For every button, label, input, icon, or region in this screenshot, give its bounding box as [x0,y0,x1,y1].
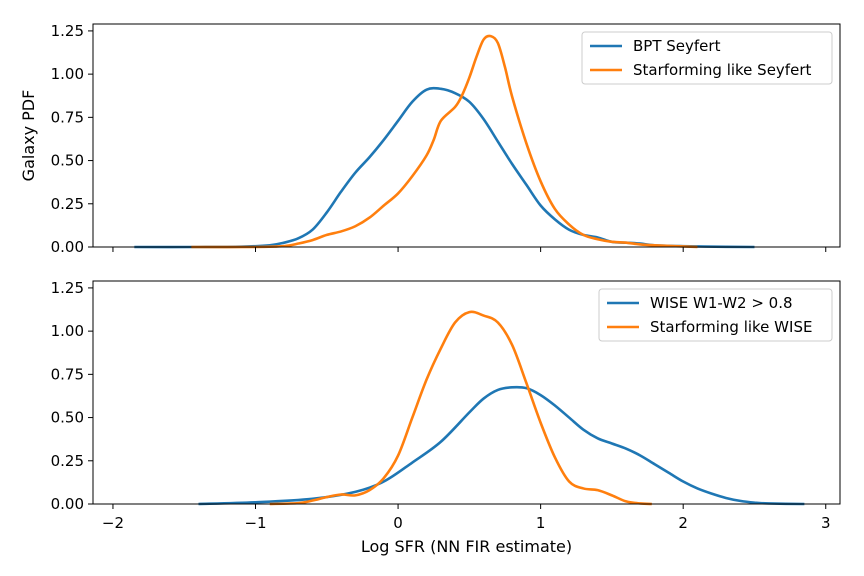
x-tick-label-2-5: 2 [678,514,688,532]
x-tick-label-2-2: −1 [244,514,266,532]
x-tick-label-2-4: 1 [536,514,546,532]
x-tick-label-2-1: −2 [102,514,124,532]
legend-box-1 [581,31,833,85]
axes-frame-2 [92,280,841,505]
y-tick-label-1-3: 0.50 [51,152,84,170]
y-tick-label-2-1: 0.00 [51,495,84,513]
x-tick-label-2-3: 0 [393,514,403,532]
legend-label-2-1: WISE W1-W2 > 0.8 [650,294,793,312]
y-tick-label-2-4: 0.75 [51,365,84,383]
x-axis-label-2: Log SFR (NN FIR estimate) [361,537,572,556]
chart-panel-1: 0.00 0.25 0.50 0.75 1.00 1.25 Galaxy PDF BPT Se… [19,22,841,256]
chart-panel-2: 0.00 0.25 0.50 0.75 1.00 1.25 −2 −1 0 1 2 3 Log SFR … [51,279,841,556]
series-line-2-1 [198,385,805,506]
y-tick-label-2-5: 1.00 [51,322,84,340]
legend-box-2 [598,288,833,342]
y-axis-label-1: Galaxy PDF [19,90,38,182]
legend-label-1-1: BPT Seyfert [633,37,721,55]
series-line-1-2 [191,34,698,249]
legend-label-2-2: Starforming like WISE [650,318,812,336]
y-tick-label-1-4: 0.75 [51,108,84,126]
legend-1: BPT Seyfert Starforming like Seyfert [581,31,833,85]
y-tick-label-2-2: 0.25 [51,452,84,470]
y-tick-label-1-6: 1.25 [51,22,84,40]
legend-2: WISE W1-W2 > 0.8 Starforming like WISE [598,288,833,342]
y-tick-label-2-6: 1.25 [51,279,84,297]
y-tick-label-1-1: 0.00 [51,238,84,256]
y-tick-label-2-3: 0.50 [51,409,84,427]
x-tick-label-2-6: 3 [821,514,831,532]
series-line-2-2 [269,310,652,506]
axes-frame-1 [92,23,841,248]
legend-label-1-2: Starforming like Seyfert [633,61,811,79]
y-tick-label-1-5: 1.00 [51,65,84,83]
y-tick-label-1-2: 0.25 [51,195,84,213]
